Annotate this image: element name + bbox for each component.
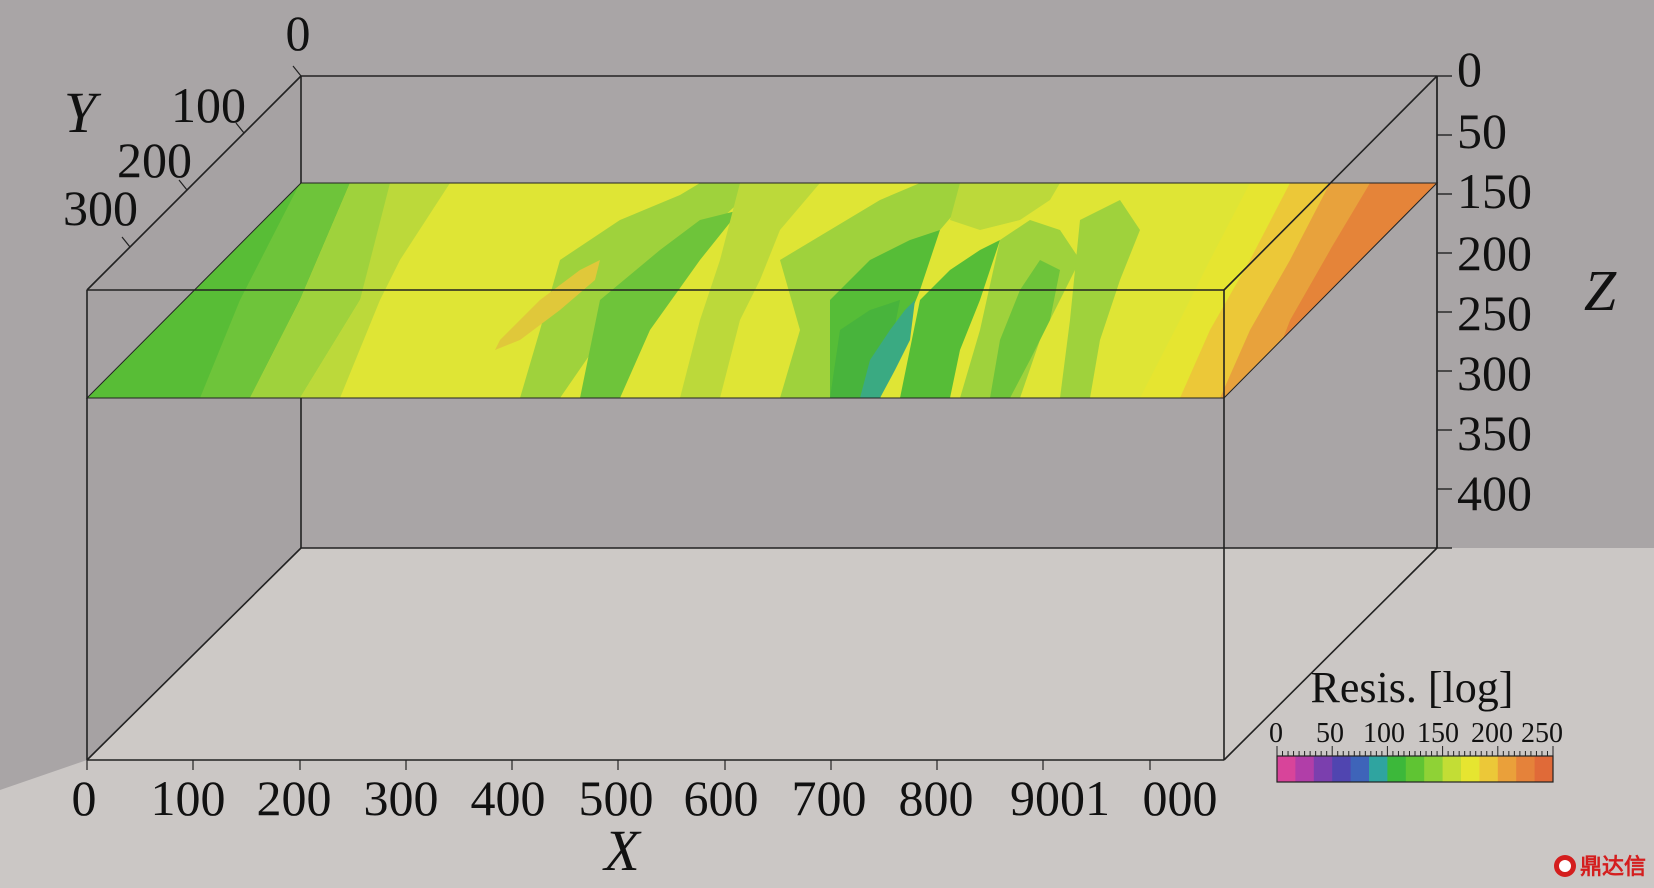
- x-tick-label: 100: [151, 770, 226, 826]
- colorbar-tick-label: 250: [1521, 718, 1563, 749]
- watermark-icon-inner: [1559, 860, 1571, 872]
- colorbar-swatch: [1405, 756, 1425, 782]
- x-tick-label: 300: [364, 770, 439, 826]
- x-axis-ticks: [86, 760, 1151, 770]
- colorbar-swatch: [1313, 756, 1333, 782]
- z-tick-label: 400: [1457, 465, 1532, 521]
- box-front-edges: [86, 75, 1438, 761]
- z-tick-label: 200: [1457, 225, 1532, 281]
- x-axis-title: X: [602, 818, 642, 883]
- colorbar-legend: Resis. [log] 0 50 100 150 200 250: [1269, 663, 1563, 783]
- z-tick-label: 350: [1457, 405, 1532, 461]
- y-axis-tick-labels: 0 100 200 300: [63, 5, 311, 236]
- z-tick-label: 300: [1457, 345, 1532, 401]
- z-tick-label: 150: [1457, 163, 1532, 219]
- y-tick-label: 100: [171, 77, 246, 133]
- box-bottom-face: [87, 548, 1437, 760]
- y-tick-label: 300: [63, 180, 138, 236]
- colorbar-tick-label: 0: [1269, 718, 1283, 749]
- y-axis-ticks: [86, 65, 302, 291]
- colorbar-swatch: [1424, 756, 1444, 782]
- colorbar-gradient: [1277, 756, 1554, 782]
- y-tick-label: 0: [286, 5, 311, 61]
- x-tick-label: 700: [792, 770, 867, 826]
- z-tick-label: 50: [1457, 103, 1507, 159]
- x-tick-label: 000: [1143, 770, 1218, 826]
- x-tick-label: 0: [72, 770, 97, 826]
- colorbar-swatch: [1277, 756, 1296, 782]
- y-tick-label: 200: [117, 132, 192, 188]
- resistivity-slice: [87, 183, 1437, 398]
- colorbar-tick-label: 50: [1316, 718, 1344, 749]
- z-axis-tick-labels: 0 50 150 200 250 300 350 400: [1457, 41, 1532, 521]
- colorbar-swatch: [1497, 756, 1517, 782]
- x-tick-label: 600: [684, 770, 759, 826]
- colorbar-tick-labels: 0 50 100 150 200 250: [1269, 718, 1563, 749]
- colorbar-tick-label: 150: [1417, 718, 1459, 749]
- x-tick-label: 800: [899, 770, 974, 826]
- watermark-text: 鼎达信: [1580, 854, 1646, 880]
- colorbar-swatch: [1516, 756, 1536, 782]
- watermark-logo: 鼎达信: [1554, 854, 1646, 880]
- colorbar-swatch: [1387, 756, 1407, 782]
- colorbar-tick-label: 200: [1471, 718, 1513, 749]
- colorbar-title: Resis. [log]: [1311, 663, 1514, 712]
- colorbar-swatch: [1461, 756, 1480, 782]
- colorbar-swatch: [1479, 756, 1499, 782]
- z-axis-ticks: [1436, 75, 1452, 549]
- z-tick-label: 0: [1457, 41, 1482, 97]
- colorbar-swatch: [1295, 756, 1315, 782]
- x-axis-tick-labels: 0 100 200 300 400 500 600 700 800 9001 0…: [72, 770, 1218, 826]
- z-tick-label: 250: [1457, 285, 1532, 341]
- colorbar-swatch: [1350, 756, 1370, 782]
- x-tick-label: 200: [257, 770, 332, 826]
- colorbar-tick-label: 100: [1363, 718, 1405, 749]
- y-axis-title: Y: [64, 80, 102, 145]
- x-tick-label: 9001: [1010, 770, 1110, 826]
- colorbar-ticks: [1276, 746, 1554, 756]
- colorbar-frame: [1276, 755, 1554, 783]
- colorbar-swatch: [1534, 756, 1554, 782]
- x-tick-label: 500: [579, 770, 654, 826]
- x-tick-label: 400: [471, 770, 546, 826]
- z-axis-title: Z: [1584, 258, 1617, 323]
- floor-background: [0, 548, 1654, 888]
- colorbar-swatch: [1369, 756, 1388, 782]
- colorbar-swatch: [1442, 756, 1462, 782]
- colorbar-swatch: [1332, 756, 1352, 782]
